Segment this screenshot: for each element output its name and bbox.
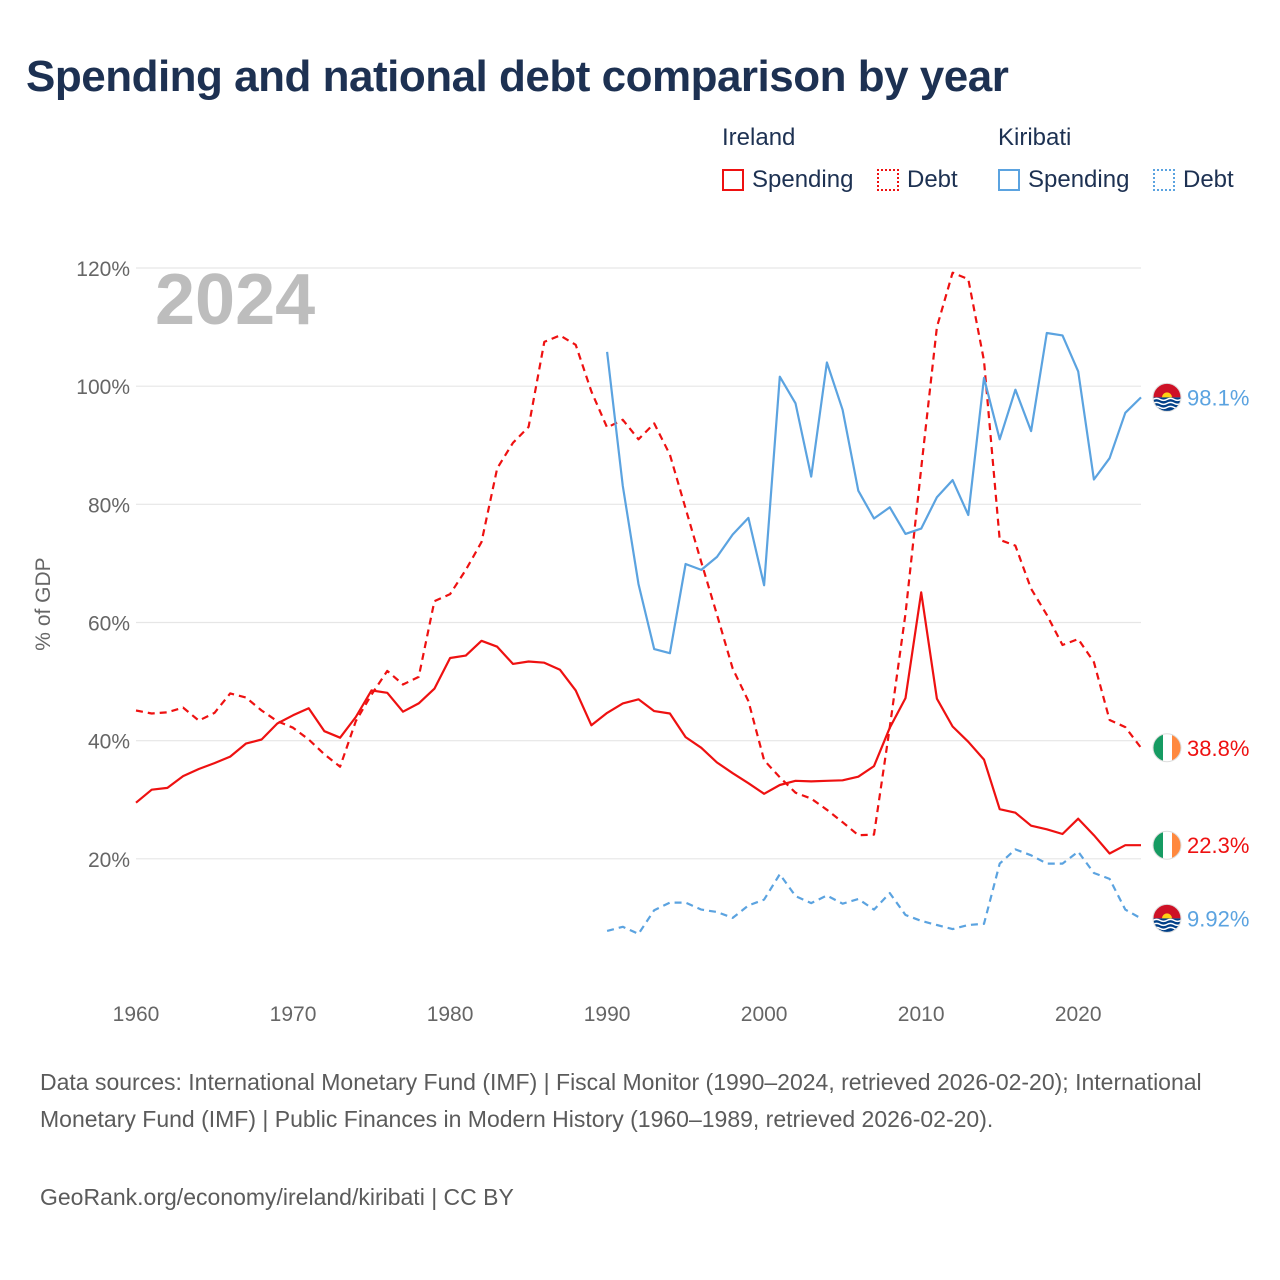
legend-kiribati-spending[interactable]: Spending (998, 166, 1129, 194)
y-axis-label: % of GDP (32, 557, 55, 650)
series-line-ireland-debt[interactable] (135, 271, 1142, 837)
x-tick-label: 2020 (1055, 1003, 1102, 1026)
y-tick-label: 40% (88, 731, 130, 754)
chart-title: Spending and national debt comparison by… (26, 52, 1009, 101)
x-tick-label: 1970 (270, 1003, 317, 1026)
data-sources: Data sources: International Monetary Fun… (40, 1069, 1202, 1133)
y-axis-ticks: 20% 40% 60% 80% 100% 120% (76, 258, 130, 872)
credit-link[interactable]: GeoRank.org/economy/ireland/kiribati | C… (40, 1184, 514, 1210)
legend-swatch-ireland-debt (877, 169, 899, 191)
legend-ireland-debt[interactable]: Debt (877, 166, 958, 194)
line-chart: 20% 40% 60% 80% 100% 120% 1960 1970 1980 1990 200… (32, 258, 1249, 1026)
end-labels: 98.1% 38.8% 22.3% 9.92% (1152, 382, 1249, 933)
y-tick-label: 80% (88, 494, 130, 517)
legend-swatch-ireland-spending (722, 169, 744, 191)
x-axis-ticks: 1960 1970 1980 1990 2000 2010 2020 (113, 1003, 1102, 1026)
flag-ireland (1152, 830, 1182, 860)
series-line-ireland-spending[interactable] (135, 591, 1141, 855)
end-label-kiribati-spending: 98.1% (1187, 385, 1249, 410)
legend-ireland-spending[interactable]: Spending (722, 166, 853, 194)
legend-swatch-kiribati-spending (998, 169, 1020, 191)
y-tick-label: 20% (88, 849, 130, 872)
end-label-ireland-spending: 22.3% (1187, 833, 1249, 858)
flag-ireland (1152, 733, 1182, 763)
legend-label-kiribati-debt: Debt (1183, 166, 1234, 193)
series-line-kiribati-spending[interactable] (606, 331, 1142, 655)
flag-kiribati (1152, 903, 1182, 933)
legend-label-ireland-spending: Spending (752, 166, 854, 193)
legend-group-ireland-title: Ireland (722, 124, 796, 151)
legend-label-ireland-debt: Debt (907, 166, 958, 193)
year-label: 2024 (155, 260, 315, 340)
x-tick-label: 1960 (113, 1003, 160, 1026)
legend-label-kiribati-spending: Spending (1028, 166, 1130, 193)
series-line-kiribati-debt[interactable] (606, 848, 1142, 936)
series-lines (135, 271, 1142, 936)
end-label-ireland-debt: 38.8% (1187, 736, 1249, 761)
x-tick-label: 2010 (898, 1003, 945, 1026)
y-tick-label: 100% (76, 376, 130, 399)
grid-lines (136, 267, 1141, 860)
legend-swatch-kiribati-debt (1153, 169, 1175, 191)
flag-kiribati (1152, 382, 1182, 412)
legend-group-kiribati-title: Kiribati (998, 124, 1072, 151)
x-tick-label: 2000 (741, 1003, 788, 1026)
y-tick-label: 120% (76, 258, 130, 281)
x-tick-label: 1990 (584, 1003, 631, 1026)
x-tick-label: 1980 (427, 1003, 474, 1026)
end-label-kiribati-debt: 9.92% (1187, 906, 1249, 931)
legend-kiribati-debt[interactable]: Debt (1153, 166, 1234, 194)
y-tick-label: 60% (88, 613, 130, 636)
